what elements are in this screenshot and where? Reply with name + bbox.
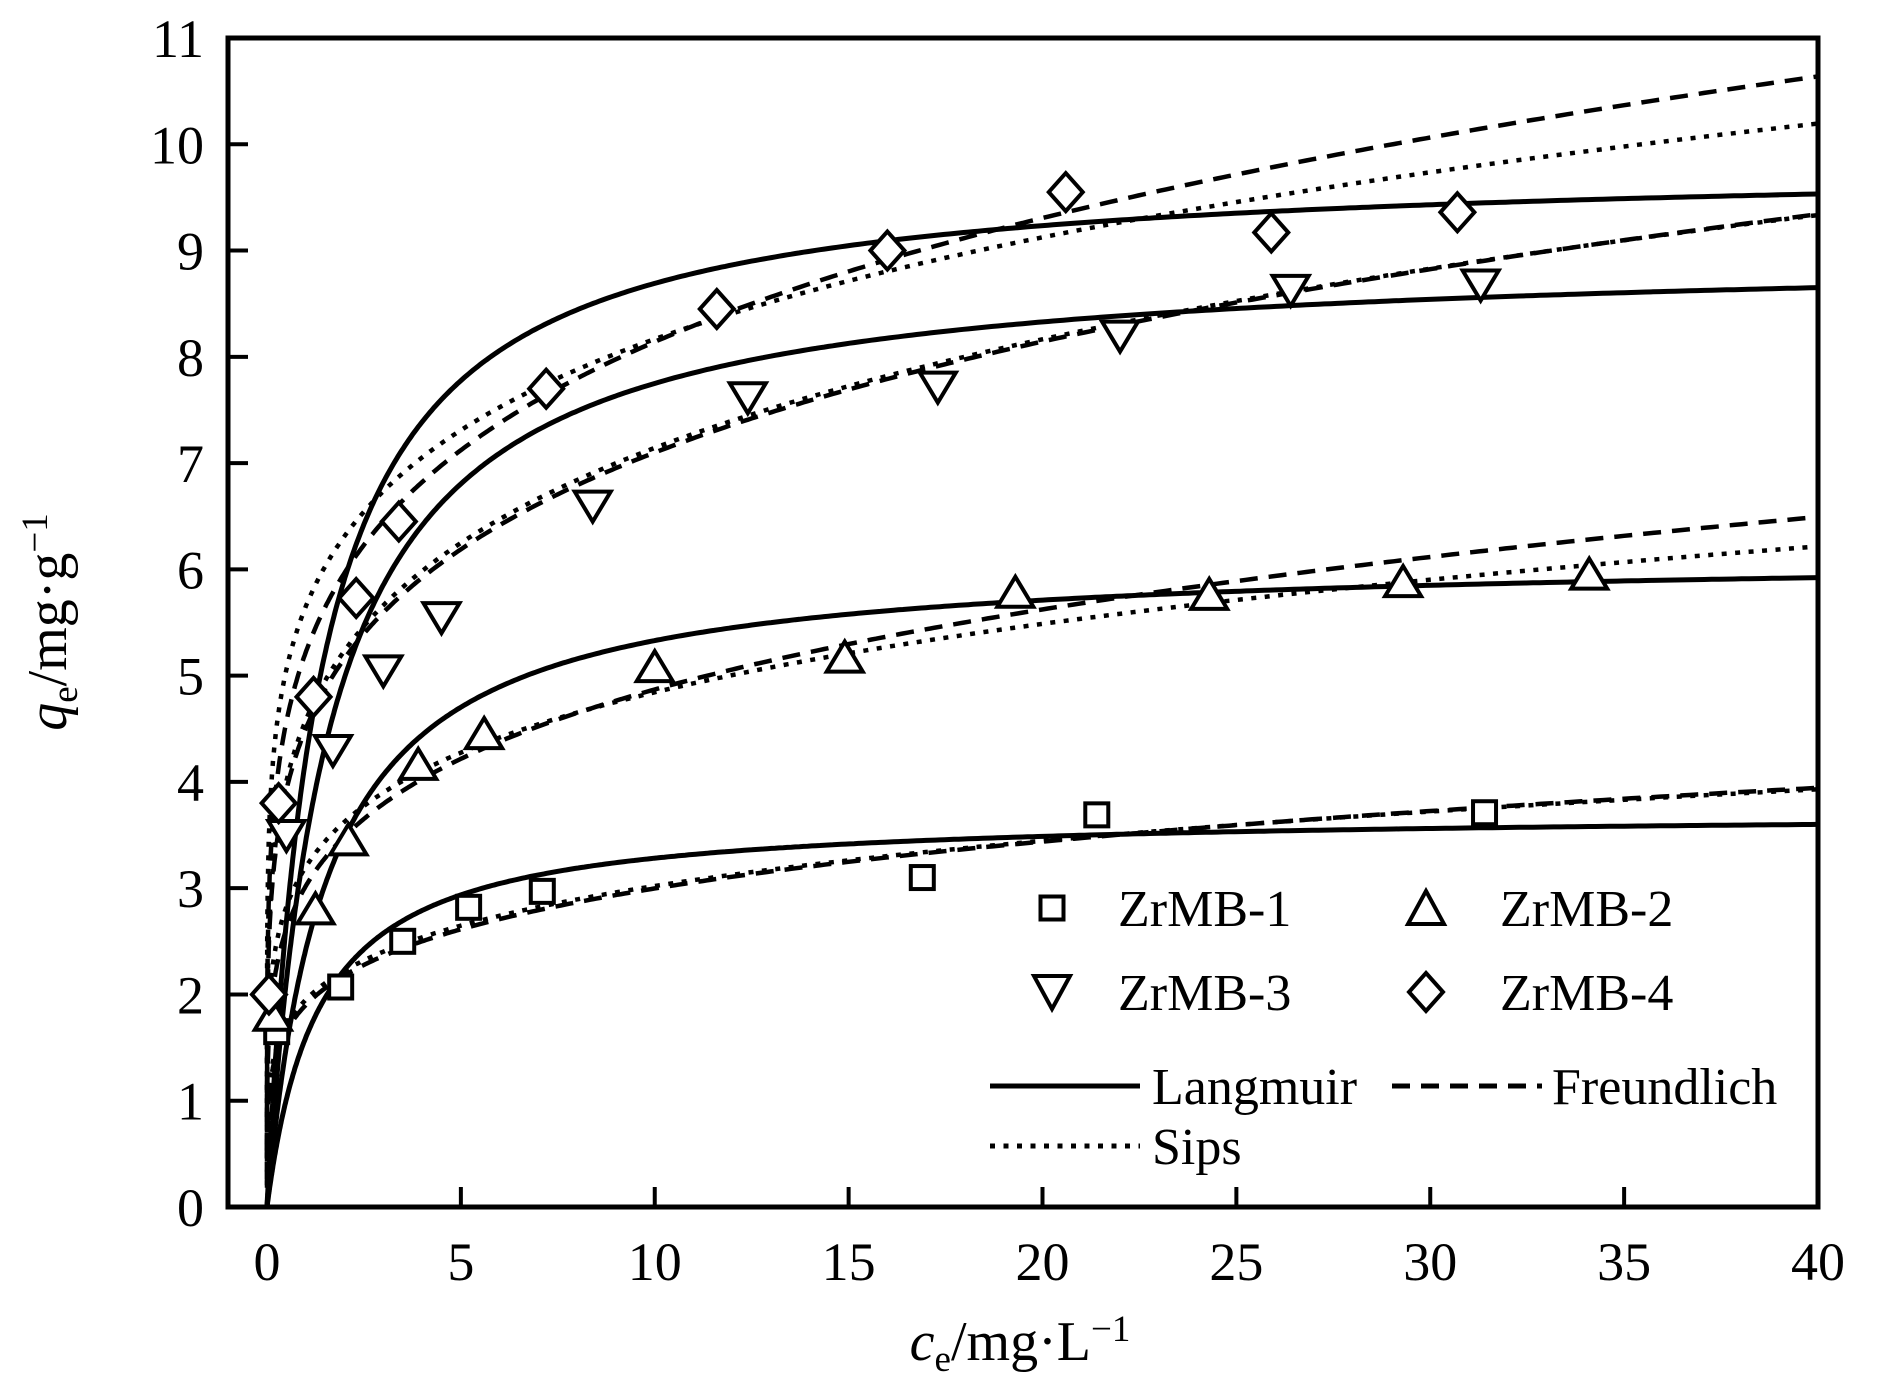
fit-curves xyxy=(264,74,1818,1207)
zrmb-3-data-marker xyxy=(726,381,770,418)
zrmb-2-data-marker xyxy=(993,572,1037,609)
x-tick-label: 10 xyxy=(628,1232,682,1292)
y-tick-label: 4 xyxy=(177,753,204,813)
legend-label-zrmb2: ZrMB-2 xyxy=(1500,881,1673,938)
legend-marker-diamond-icon xyxy=(1406,970,1446,1014)
zrmb-3-data-marker xyxy=(1459,268,1503,305)
zrmb-2-data-marker xyxy=(633,647,677,684)
zrmb-4-data-marker xyxy=(249,972,289,1017)
x-axis-subscript: e xyxy=(935,1339,951,1380)
x-tick-label: 0 xyxy=(254,1232,281,1292)
zrmb-4-data-marker xyxy=(697,286,737,331)
sips-curve-zrmb-3 xyxy=(264,212,1818,1158)
y-tick-label: 1 xyxy=(177,1072,204,1132)
zrmb-2-data-marker xyxy=(462,714,506,751)
zrmb-3-data-marker xyxy=(916,370,960,407)
zrmb-2-data-marker xyxy=(1187,574,1231,611)
legend: ZrMB-1 ZrMB-2 ZrMB-3 ZrMB-4 Langmuir Fre… xyxy=(990,881,1777,1176)
x-tick-label: 20 xyxy=(1016,1232,1070,1292)
zrmb-4-data-marker xyxy=(336,576,376,621)
plot-border xyxy=(225,35,1821,1210)
legend-label-zrmb1: ZrMB-1 xyxy=(1118,881,1291,938)
y-tick-label: 10 xyxy=(150,115,204,175)
legend-label-langmuir: Langmuir xyxy=(1152,1059,1357,1116)
x-axis-variable: c xyxy=(910,1311,935,1373)
axis-ticks xyxy=(228,142,1627,1207)
x-axis-unit: /mg·L xyxy=(951,1311,1091,1373)
x-axis-title: ce/mg·L−1 xyxy=(910,1309,1131,1380)
sips-curve-zrmb-2 xyxy=(264,544,1818,1167)
y-axis-title: qe/mg·g−1 xyxy=(15,513,86,731)
y-tick-label: 0 xyxy=(177,1178,204,1238)
x-tick-label: 35 xyxy=(1597,1232,1651,1292)
langmuir-curve-zrmb-2 xyxy=(264,575,1818,1207)
zrmb-1-data-marker xyxy=(327,973,355,1001)
x-tick-labels: 0 5 10 15 20 25 30 35 40 xyxy=(254,1232,1846,1292)
y-axis-exponent: −1 xyxy=(15,513,56,552)
zrmb-1-data-marker xyxy=(455,893,483,921)
y-tick-label: 2 xyxy=(177,965,204,1025)
zrmb-3-data-marker xyxy=(419,601,464,638)
legend-marker-triangle-up-icon xyxy=(1404,886,1448,926)
y-axis-variable: q xyxy=(17,703,79,731)
x-tick-label: 15 xyxy=(822,1232,876,1292)
zrmb-2-data-marker xyxy=(326,820,370,857)
x-tick-label: 40 xyxy=(1791,1232,1845,1292)
y-axis-unit: /mg·g xyxy=(17,553,79,687)
zrmb-4-data-marker xyxy=(1046,170,1086,215)
data-points xyxy=(249,170,1611,1046)
langmuir-curve-zrmb-1 xyxy=(264,821,1818,1207)
x-tick-label: 30 xyxy=(1403,1232,1457,1292)
zrmb-4-data-marker xyxy=(1251,210,1291,255)
zrmb-2-data-marker xyxy=(293,889,338,926)
legend-marker-square-icon xyxy=(1038,894,1066,922)
y-tick-label: 7 xyxy=(177,434,204,494)
zrmb-1-data-marker xyxy=(389,927,417,955)
legend-label-freundlich: Freundlich xyxy=(1552,1059,1777,1116)
zrmb-4-data-marker xyxy=(526,366,566,411)
x-tick-label: 25 xyxy=(1209,1232,1263,1292)
x-axis-exponent: −1 xyxy=(1091,1309,1130,1350)
zrmb-2-data-marker xyxy=(1567,554,1611,591)
y-tick-label: 9 xyxy=(177,222,204,282)
y-tick-label: 11 xyxy=(152,9,204,69)
y-axis-subscript: e xyxy=(45,686,86,702)
zrmb-4-data-marker xyxy=(1437,190,1478,235)
langmuir-curve-zrmb-4 xyxy=(264,191,1818,1207)
zrmb-4-data-marker xyxy=(867,228,908,273)
zrmb-2-data-marker xyxy=(823,637,867,674)
y-tick-label: 3 xyxy=(177,859,204,919)
zrmb-1-data-marker xyxy=(908,864,936,892)
y-tick-label: 5 xyxy=(177,647,204,707)
zrmb-3-data-marker xyxy=(311,734,355,770)
zrmb-3-data-marker xyxy=(264,819,308,855)
zrmb-3-data-marker xyxy=(1098,319,1142,356)
y-tick-label: 6 xyxy=(177,540,204,600)
legend-label-zrmb4: ZrMB-4 xyxy=(1500,965,1673,1022)
legend-marker-triangle-down-icon xyxy=(1030,974,1074,1014)
zrmb-3-data-marker xyxy=(1269,273,1313,310)
sips-curve-zrmb-4 xyxy=(264,121,1818,1117)
zrmb-4-data-marker xyxy=(293,674,334,719)
zrmb-4-data-marker xyxy=(258,781,299,826)
zrmb-4-data-marker xyxy=(379,499,419,544)
x-tick-label: 5 xyxy=(447,1232,474,1292)
zrmb-2-data-marker xyxy=(1381,562,1425,599)
zrmb-1-data-marker xyxy=(528,877,556,905)
freundlich-curve-zrmb-2 xyxy=(264,514,1818,1180)
legend-label-zrmb3: ZrMB-3 xyxy=(1118,965,1291,1022)
legend-label-sips: Sips xyxy=(1152,1119,1242,1176)
zrmb-2-data-marker xyxy=(251,995,295,1032)
zrmb-1-data-marker xyxy=(1083,801,1111,829)
zrmb-1-data-marker xyxy=(1471,799,1499,827)
zrmb-2-data-marker xyxy=(396,745,440,781)
zrmb-3-data-marker xyxy=(361,654,405,691)
y-tick-labels: 0 1 2 3 4 5 6 7 8 9 10 11 xyxy=(150,9,204,1238)
zrmb-3-data-marker xyxy=(571,489,615,526)
y-tick-label: 8 xyxy=(177,328,204,388)
langmuir-curve-zrmb-3 xyxy=(264,285,1818,1207)
